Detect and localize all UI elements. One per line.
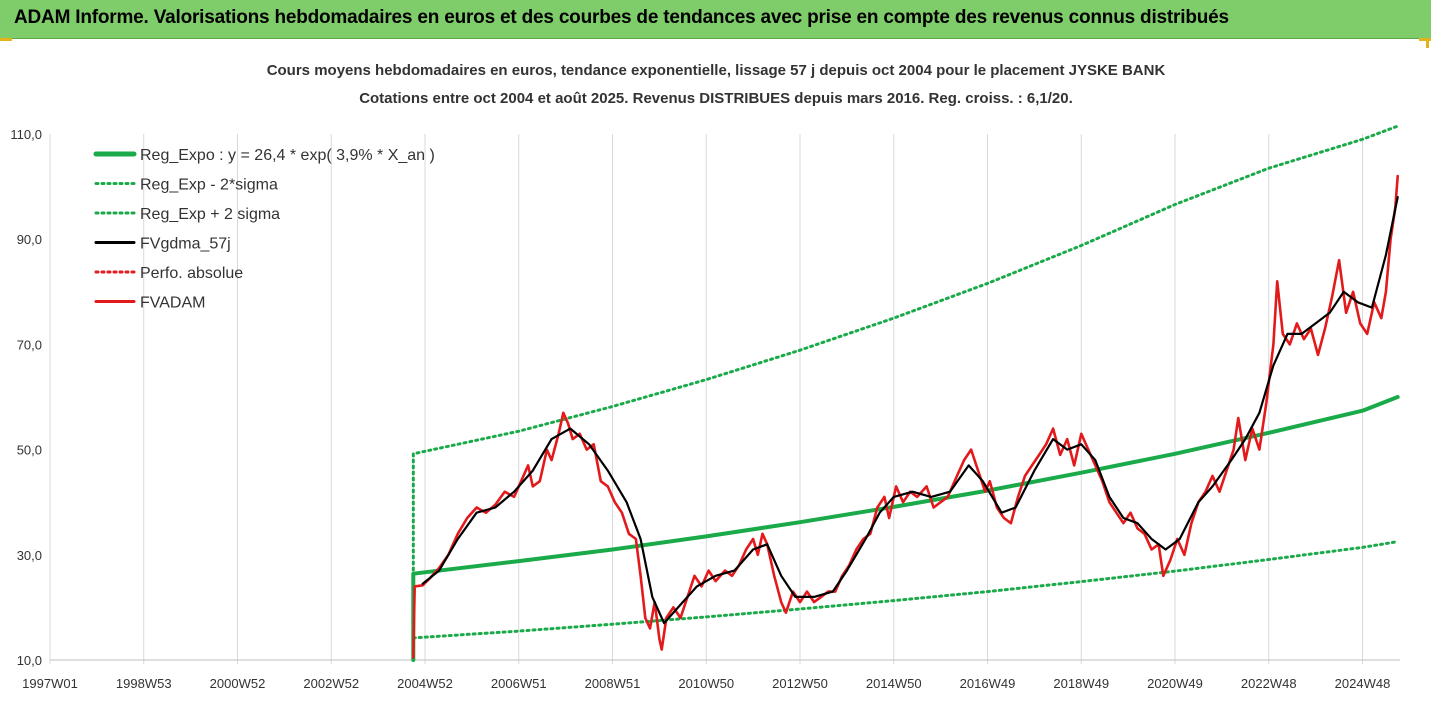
series-line-1 <box>411 540 1400 640</box>
y-tick-label: 30,0 <box>17 548 42 563</box>
corner-marker-right <box>1419 38 1431 41</box>
series-line-5 <box>411 174 1399 659</box>
legend-label: FVgdma_57j <box>140 236 231 253</box>
chart-title-line2: Cotations entre oct 2004 et août 2025. R… <box>359 90 1073 107</box>
x-tick-label: 2000W52 <box>210 676 266 691</box>
header-banner: ADAM Informe. Valorisations hebdomadaire… <box>0 0 1431 39</box>
legend-label: Reg_Exp + 2 sigma <box>140 206 280 223</box>
grid <box>49 134 1363 664</box>
y-tick-label: 110,0 <box>10 127 42 142</box>
banner-title: ADAM Informe. Valorisations hebdomadaire… <box>14 7 1229 28</box>
x-tick-label: 1998W53 <box>116 676 172 691</box>
legend-label: Reg_Exp - 2*sigma <box>140 177 278 194</box>
legend: Reg_Expo : y = 26,4 * exp( 3,9% * X_an )… <box>93 147 435 312</box>
x-tick-label: 2020W49 <box>1147 676 1203 691</box>
series-line-0 <box>411 395 1400 662</box>
legend-label: Perfo. absolue <box>140 265 243 282</box>
corner-marker-right-vertical <box>1426 38 1429 48</box>
x-tick-label: 1997W01 <box>22 676 78 691</box>
x-tick-label: 2008W51 <box>585 676 641 691</box>
chart-title-line1: Cours moyens hebdomadaires en euros, ten… <box>267 62 1166 79</box>
x-tick-label: 2010W50 <box>678 676 734 691</box>
y-tick-label: 90,0 <box>17 232 42 247</box>
corner-marker-left <box>0 38 12 41</box>
x-tick-label: 2018W49 <box>1053 676 1109 691</box>
x-tick-label: 2024W48 <box>1335 676 1391 691</box>
axes: 1997W01 1998W53 2000W52 2002W52 2004W52 2006W… <box>10 127 1400 691</box>
x-tick-label: 2022W48 <box>1241 676 1297 691</box>
legend-label: Reg_Expo : y = 26,4 * exp( 3,9% * X_an ) <box>140 147 435 164</box>
series-line-3 <box>421 196 1399 625</box>
y-tick-label: 50,0 <box>17 443 42 458</box>
x-tick-label: 2012W50 <box>772 676 828 691</box>
y-tick-label: 10,0 <box>17 653 42 668</box>
x-tick-label: 2004W52 <box>397 676 453 691</box>
y-tick-label: 70,0 <box>17 337 42 352</box>
legend-label: FVADAM <box>140 295 205 312</box>
x-tick-label: 2014W50 <box>866 676 922 691</box>
x-tick-label: 2006W51 <box>491 676 547 691</box>
series-line-2 <box>411 124 1400 662</box>
x-tick-label: 2002W52 <box>303 676 359 691</box>
series-lines <box>411 124 1400 662</box>
chart: Cours moyens hebdomadaires en euros, ten… <box>10 62 1400 691</box>
x-tick-label: 2016W49 <box>960 676 1016 691</box>
